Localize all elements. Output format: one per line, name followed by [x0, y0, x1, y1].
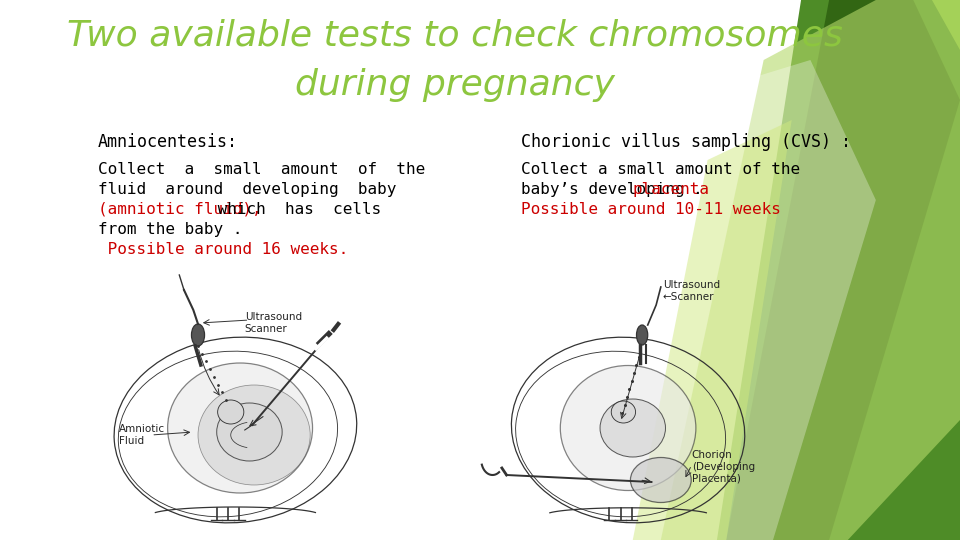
Polygon shape [633, 120, 792, 540]
Ellipse shape [636, 325, 648, 345]
Ellipse shape [561, 366, 696, 490]
Text: Possible around 10-11 weeks: Possible around 10-11 weeks [520, 202, 780, 217]
Text: Collect  a  small  amount  of  the: Collect a small amount of the [98, 162, 425, 177]
Text: Chorionic villus sampling (CVS) :: Chorionic villus sampling (CVS) : [520, 133, 851, 151]
Text: baby’s developing: baby’s developing [520, 182, 694, 197]
Text: Two available tests to check chromosomes: Two available tests to check chromosomes [67, 18, 843, 52]
Text: .: . [691, 182, 702, 197]
Text: from the baby .: from the baby . [98, 222, 242, 237]
Ellipse shape [218, 400, 244, 424]
Text: Amniocentesis:: Amniocentesis: [98, 133, 238, 151]
Text: Possible around 16 weeks.: Possible around 16 weeks. [98, 242, 348, 257]
Polygon shape [838, 0, 960, 540]
Ellipse shape [217, 403, 282, 461]
Text: fluid  around  developing  baby: fluid around developing baby [98, 182, 396, 197]
Text: Chorion
(Developing
Placenta): Chorion (Developing Placenta) [691, 450, 755, 483]
Text: Ultrasound
Scanner: Ultrasound Scanner [245, 312, 301, 334]
Ellipse shape [612, 401, 636, 423]
Text: (amniotic fluid),: (amniotic fluid), [98, 202, 261, 217]
Ellipse shape [168, 363, 313, 493]
Polygon shape [633, 60, 876, 540]
Polygon shape [717, 0, 960, 540]
Text: Collect a small amount of the: Collect a small amount of the [520, 162, 800, 177]
Text: which  has  cells: which has cells [208, 202, 381, 217]
Text: during pregnancy: during pregnancy [295, 68, 615, 102]
Ellipse shape [198, 385, 310, 485]
Text: Ultrasound
←Scanner: Ultrasound ←Scanner [662, 280, 720, 302]
Ellipse shape [600, 399, 665, 457]
Ellipse shape [631, 457, 691, 503]
Text: placenta: placenta [633, 182, 709, 197]
Polygon shape [727, 0, 960, 540]
Text: Amniotic
Fluid: Amniotic Fluid [118, 424, 165, 446]
Polygon shape [660, 0, 960, 540]
Ellipse shape [191, 324, 204, 346]
